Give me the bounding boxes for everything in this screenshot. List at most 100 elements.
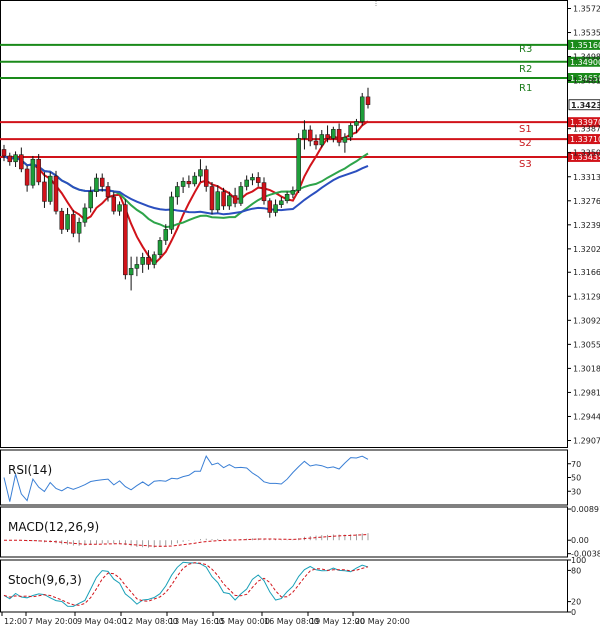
candle-bear	[37, 159, 41, 182]
candle-bull	[291, 190, 295, 194]
indicator-tick-label: 80	[571, 566, 581, 575]
level-name-s3: S3	[519, 159, 532, 170]
candle-bull	[198, 170, 202, 176]
indicator-tick-label: 30	[571, 487, 581, 496]
candle-bull	[302, 130, 306, 138]
candle-bear	[262, 183, 266, 201]
macd-signal-line	[4, 535, 368, 547]
price-tick-label: 1.35720	[573, 4, 600, 13]
price-tick-label: 1.30180	[573, 364, 600, 373]
indicator-tick-label: 0	[571, 608, 576, 617]
candle-bull	[245, 180, 249, 186]
time-tick-label: 15 May 00:00	[215, 617, 270, 626]
level-price-label-s2: 1.33710	[570, 135, 600, 144]
rsi-line	[4, 456, 368, 502]
candle-bear	[54, 176, 58, 211]
candle-bull	[354, 122, 358, 126]
candle-bear	[268, 201, 272, 213]
indicator-tick-label: 50	[571, 474, 581, 483]
candle-bear	[308, 130, 312, 141]
indicator-pane-border	[1, 560, 568, 612]
candle-bear	[337, 129, 341, 142]
indicator-title: MACD(12,26,9)	[8, 520, 99, 534]
candle-bull	[89, 192, 93, 208]
candle-bull	[175, 186, 179, 196]
main-pane-border	[1, 1, 568, 448]
candle-bear	[100, 178, 104, 186]
candle-bull	[343, 137, 347, 142]
indicator-tick-label: 0.008918	[571, 505, 600, 514]
candle-bull	[193, 176, 197, 184]
indicator-tick-label: 70	[571, 460, 581, 469]
level-price-label-r3: 1.35160	[570, 41, 600, 50]
candle-bear	[71, 214, 75, 233]
candle-bull	[152, 255, 156, 265]
price-tick-label: 1.32760	[573, 197, 600, 206]
time-tick-label: 7 May 20:00	[28, 617, 78, 626]
price-tick-label: 1.29810	[573, 388, 600, 397]
candle-bull	[320, 135, 324, 145]
level-name-s1: S1	[519, 124, 532, 135]
candle-bull	[279, 201, 283, 205]
level-name-s2: S2	[519, 138, 532, 149]
candle-bear	[25, 169, 29, 185]
indicator-tick-label: 0.00	[571, 536, 589, 545]
candle-bull	[135, 264, 139, 268]
candle-bull	[239, 186, 243, 203]
candle-bear	[2, 149, 6, 155]
price-tick-label: 1.33130	[573, 173, 600, 182]
price-tick-label: 1.33500	[573, 149, 600, 158]
indicator-tick-label: 20	[571, 598, 581, 607]
candle-bear	[366, 97, 370, 105]
candle-bull	[181, 181, 185, 186]
level-name-r1: R1	[519, 83, 532, 94]
price-tick-label: 1.35350	[573, 29, 600, 38]
price-tick-label: 1.33870	[573, 125, 600, 134]
indicator-pane-1: 70 50 30 RSI(14)	[1, 450, 582, 505]
candle-bear	[256, 177, 260, 182]
candle-bull	[141, 257, 145, 264]
candle-bull	[14, 155, 18, 162]
indicator-title: Stoch(9,6,3)	[8, 573, 82, 587]
price-tick-label: 1.32390	[573, 221, 600, 230]
candle-bear	[42, 182, 46, 201]
candle-bull	[285, 194, 289, 200]
candle-bull	[129, 268, 133, 274]
price-tick-label: 1.34610	[573, 77, 600, 86]
price-tick-label: 1.30550	[573, 340, 600, 349]
candle-bull	[227, 196, 231, 206]
candle-bear	[314, 141, 318, 145]
level-name-r3: R3	[519, 44, 532, 55]
candle-bear	[222, 192, 226, 206]
candle-bull	[360, 97, 364, 122]
candle-bull	[170, 197, 174, 229]
price-tick-label: 1.30920	[573, 316, 600, 325]
candle-bear	[204, 170, 208, 187]
indicator-tick-label: 100	[571, 556, 586, 565]
time-tick-label: 9 May 04:00	[77, 617, 127, 626]
candle-bear	[123, 205, 127, 275]
candle-bull	[331, 129, 335, 138]
price-tick-label: 1.34980	[573, 53, 600, 62]
candle-bull	[77, 222, 81, 233]
candle-bull	[297, 138, 301, 190]
candle-bear	[19, 155, 23, 169]
price-tick-label: 1.31290	[573, 292, 600, 301]
indicator-title: RSI(14)	[8, 463, 52, 477]
price-tick-label: 1.29440	[573, 412, 600, 421]
chart-frame	[1, 1, 568, 448]
candle-bull	[158, 240, 162, 254]
candle-bull	[48, 176, 52, 201]
candle-bull	[349, 125, 353, 137]
candle-bull	[164, 229, 168, 240]
indicator-pane-2: 0.0089180.00-0.003851MACD(12,26,9)	[1, 505, 600, 559]
time-tick-label: 20 May 20:00	[355, 617, 410, 626]
time-tick-label: 12:00	[4, 617, 27, 626]
candle-bear	[210, 186, 214, 209]
moving-averages	[4, 121, 368, 264]
candle-bear	[146, 257, 150, 264]
